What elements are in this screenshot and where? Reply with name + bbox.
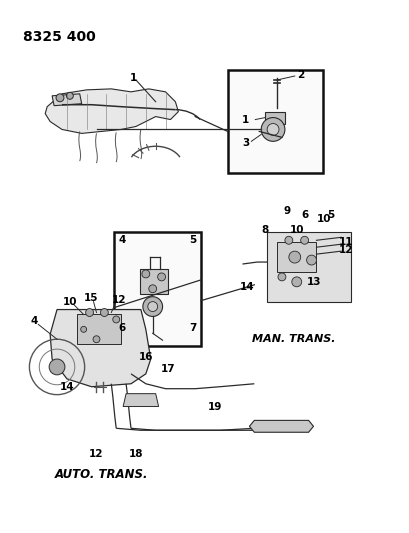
Circle shape — [56, 94, 64, 102]
Text: 18: 18 — [128, 449, 143, 459]
Polygon shape — [123, 394, 158, 407]
Polygon shape — [45, 89, 178, 133]
Text: 4: 4 — [31, 317, 38, 326]
Text: 10: 10 — [316, 214, 331, 224]
Polygon shape — [76, 314, 121, 344]
Polygon shape — [276, 243, 316, 272]
Circle shape — [157, 273, 165, 281]
Text: 11: 11 — [338, 237, 353, 247]
Polygon shape — [139, 269, 167, 294]
Text: MAN. TRANS.: MAN. TRANS. — [252, 334, 335, 344]
Text: 14: 14 — [240, 282, 254, 292]
Circle shape — [112, 316, 119, 323]
Text: 5: 5 — [189, 235, 196, 245]
Circle shape — [277, 273, 285, 281]
Circle shape — [288, 251, 300, 263]
Polygon shape — [50, 310, 151, 387]
Circle shape — [147, 302, 157, 311]
Circle shape — [49, 359, 65, 375]
Circle shape — [300, 236, 308, 244]
Text: 15: 15 — [84, 293, 99, 303]
Text: 10: 10 — [63, 297, 77, 306]
Text: 6: 6 — [300, 209, 308, 220]
Text: 7: 7 — [189, 324, 196, 333]
Text: 16: 16 — [138, 352, 153, 362]
Circle shape — [306, 255, 316, 265]
Circle shape — [261, 118, 284, 141]
Bar — [114, 232, 200, 346]
Text: 19: 19 — [207, 401, 222, 411]
Polygon shape — [267, 232, 350, 302]
Text: 1: 1 — [242, 115, 249, 125]
Circle shape — [267, 124, 278, 135]
Circle shape — [81, 326, 86, 332]
Circle shape — [66, 92, 73, 99]
Text: 5: 5 — [327, 209, 334, 220]
Polygon shape — [52, 94, 81, 106]
Text: 9: 9 — [283, 206, 290, 215]
Circle shape — [100, 309, 108, 317]
Text: 4: 4 — [118, 235, 126, 245]
Text: 14: 14 — [59, 382, 74, 392]
Text: 8: 8 — [261, 225, 268, 236]
Circle shape — [284, 236, 292, 244]
Circle shape — [93, 336, 100, 343]
Text: 3: 3 — [242, 138, 249, 148]
Text: 10: 10 — [289, 225, 303, 236]
Circle shape — [142, 270, 149, 278]
Text: 1: 1 — [129, 73, 136, 83]
Text: 12: 12 — [112, 295, 126, 305]
Text: 6: 6 — [118, 324, 126, 333]
Text: 17: 17 — [161, 364, 175, 374]
Text: AUTO. TRANS.: AUTO. TRANS. — [54, 468, 148, 481]
Text: 12: 12 — [89, 449, 103, 459]
Polygon shape — [249, 421, 313, 432]
Bar — [227, 70, 323, 173]
Text: 2: 2 — [296, 70, 303, 80]
Text: 13: 13 — [306, 277, 321, 287]
Circle shape — [85, 309, 93, 317]
Text: 8325 400: 8325 400 — [22, 30, 95, 44]
Circle shape — [291, 277, 301, 287]
Circle shape — [142, 297, 162, 317]
Text: 12: 12 — [338, 245, 353, 255]
Polygon shape — [265, 111, 284, 125]
Circle shape — [148, 285, 156, 293]
